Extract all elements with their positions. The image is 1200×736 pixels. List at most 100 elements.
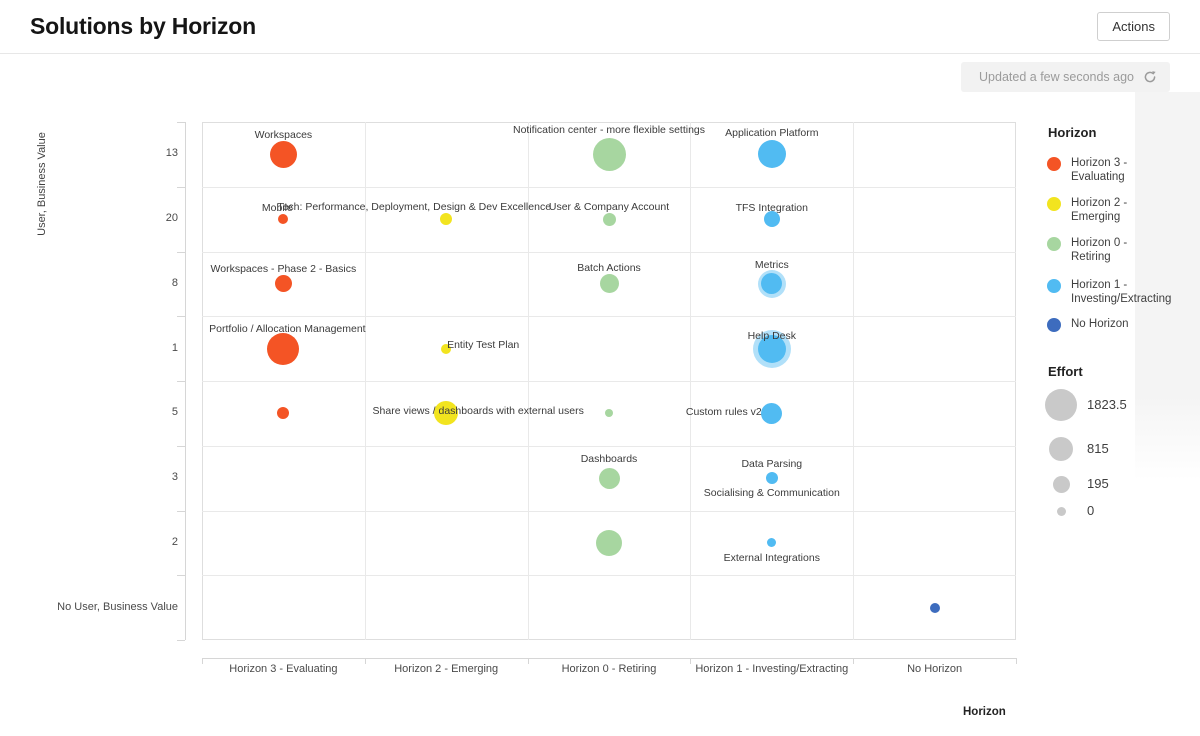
bubble-label: Custom rules v2 (685, 406, 762, 419)
y-tick-label: 3 (171, 471, 178, 484)
legend-dot-h0 (1047, 237, 1061, 251)
bubble-dashboards[interactable] (598, 467, 620, 489)
bubble-workspaces-phase-2-basics[interactable] (274, 275, 292, 293)
bubble-notification-center-more-flexible-settings[interactable] (592, 137, 626, 171)
bubble-tech-performance-deployment-design-dev-excellence[interactable] (440, 213, 453, 226)
legend-label: Horizon 0 - Retiring (1071, 237, 1128, 263)
bubble-application-platform[interactable] (757, 140, 786, 169)
effort-value: 815 (1087, 441, 1109, 456)
x-tick-label: Horizon 2 - Emerging (394, 663, 499, 675)
y-axis-tick (177, 445, 185, 447)
bubble-portfolio-allocation-management[interactable] (267, 332, 300, 365)
panel-edge-shade (1135, 92, 1200, 480)
x-axis-title: Horizon (963, 706, 1006, 718)
legend-label: Horizon 3 - Evaluating (1071, 157, 1128, 183)
legend-item-no-horizon[interactable]: No Horizon (1047, 318, 1200, 332)
refresh-icon[interactable] (1143, 70, 1157, 84)
bubble-metrics[interactable] (761, 273, 783, 295)
legend-label: Horizon 2 - Emerging (1071, 197, 1128, 223)
y-tick-label: 13 (165, 147, 178, 160)
y-axis-tick (177, 381, 185, 382)
header: Solutions by Horizon Actions (0, 0, 1200, 54)
effort-circle-195 (1052, 475, 1070, 493)
bubble-label: Dashboards (580, 453, 638, 466)
bubble-label: Workspaces - Phase 2 - Basics (210, 262, 357, 275)
effort-value: 195 (1087, 476, 1109, 491)
y-axis-tick (177, 316, 185, 318)
bubble-label: Tech: Performance, Deployment, Design & … (277, 201, 552, 214)
legend-dot-none (1047, 318, 1061, 332)
bubble-label: Entity Test Plan (447, 338, 520, 351)
bubble-mobile[interactable] (278, 214, 289, 225)
x-axis-tick (527, 658, 529, 664)
y-axis-tick (177, 122, 185, 123)
bubble-batch-actions[interactable] (599, 274, 619, 294)
legend-label: Horizon 1 - Investing/Extracting (1071, 279, 1172, 305)
updated-status[interactable]: Updated a few seconds ago (961, 62, 1170, 92)
effort-circle-1823-5 (1045, 389, 1077, 421)
legend-dot-h2 (1047, 197, 1061, 211)
bubble-label: Metrics (754, 258, 789, 271)
bubble-user-company-account[interactable] (602, 212, 616, 226)
legend-item-horizon-1-investing-extracting[interactable]: Horizon 1 - Investing/Extracting (1047, 279, 1200, 306)
y-axis-tick (177, 575, 185, 577)
bubble-label: User & Company Account (548, 201, 670, 214)
x-axis-tick (853, 658, 855, 664)
effort-circle-815 (1049, 437, 1073, 461)
bubble-unlabeled[interactable] (277, 407, 290, 420)
y-axis-tick (177, 186, 185, 188)
grid-hline (202, 445, 1016, 447)
legend-item-horizon-2-emerging[interactable]: Horizon 2 - Emerging (1047, 197, 1200, 224)
x-axis-tick (690, 658, 692, 664)
grid-hline (202, 510, 1016, 512)
bubble-unlabeled[interactable] (596, 529, 622, 556)
y-tick-label: No User, Business Value (57, 600, 178, 613)
grid-hline (202, 251, 1016, 253)
bubble-entity-test-plan[interactable] (441, 343, 452, 354)
y-axis-tick (177, 251, 185, 253)
bubble-label: Mobile (261, 202, 293, 215)
grid-hline (202, 316, 1016, 318)
bubble-label: External Integrations (723, 551, 820, 564)
bubble-unlabeled[interactable] (605, 409, 613, 418)
bubble-label: TFS Integration (735, 202, 808, 215)
x-axis-line (202, 658, 1016, 659)
bubble-help-desk[interactable] (757, 334, 786, 363)
legend-dot-h1 (1047, 279, 1061, 293)
bubble-unlabeled[interactable] (929, 602, 940, 613)
bubble-label: Socialising & Communication (703, 487, 840, 500)
bubble-custom-rules-v2[interactable] (761, 402, 783, 424)
actions-button[interactable]: Actions (1097, 12, 1170, 41)
x-tick-label: Horizon 1 - Investing/Extracting (695, 663, 849, 675)
y-axis-tick (177, 640, 185, 641)
legend-item-horizon-0-retiring[interactable]: Horizon 0 - Retiring (1047, 237, 1200, 264)
legend-label: No Horizon (1071, 318, 1129, 330)
effort-value: 0 (1087, 503, 1095, 518)
bubble-label: Workspaces (254, 129, 313, 142)
bubble-share-views-dashboards-with-external-users[interactable] (434, 401, 459, 426)
page-title: Solutions by Horizon (30, 13, 256, 39)
y-axis-title: User, Business Value (36, 132, 48, 236)
y-tick-label: 1 (171, 341, 178, 354)
y-axis-line (185, 122, 186, 640)
y-tick-label: 2 (171, 535, 178, 548)
bubble-tfs-integration[interactable] (763, 211, 780, 228)
x-axis-tick (1016, 658, 1017, 664)
y-tick-label: 8 (171, 276, 178, 289)
bubble-label: Data Parsing (741, 458, 803, 471)
x-tick-label: Horizon 3 - Evaluating (229, 663, 338, 675)
bubble-workspaces[interactable] (269, 140, 297, 168)
x-tick-label: Horizon 0 - Retiring (561, 663, 657, 675)
bubble-label: Portfolio / Allocation Management (209, 322, 366, 335)
y-tick-label: 20 (165, 212, 178, 225)
bubble-external-integrations[interactable] (767, 538, 777, 548)
bubble-label: Help Desk (747, 329, 797, 342)
y-axis-tick (177, 510, 185, 512)
bubble-label: Application Platform (725, 127, 819, 140)
legend-item-horizon-3-evaluating[interactable]: Horizon 3 - Evaluating (1047, 157, 1200, 184)
x-axis-tick (202, 658, 203, 664)
x-axis-tick (364, 658, 366, 664)
bubble-data-parsing[interactable] (765, 472, 778, 485)
grid-hline (202, 575, 1016, 577)
